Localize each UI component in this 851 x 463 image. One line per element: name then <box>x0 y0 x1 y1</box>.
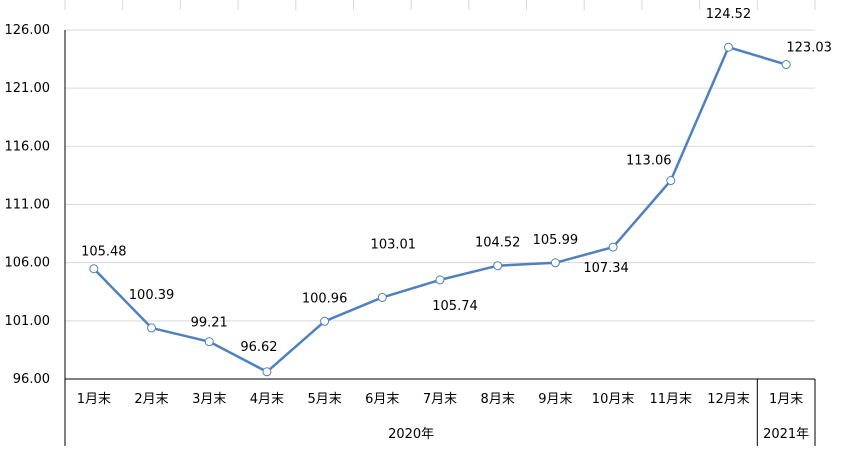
data-label: 103.01 <box>371 237 417 252</box>
y-tick-label: 126.00 <box>5 23 51 38</box>
data-label: 100.39 <box>129 288 175 303</box>
data-point <box>666 176 676 186</box>
data-label: 105.48 <box>81 245 127 260</box>
data-point <box>147 323 157 333</box>
data-label: 105.74 <box>432 299 478 314</box>
y-tick-label: 101.00 <box>5 314 51 329</box>
data-label: 124.52 <box>706 7 752 22</box>
data-labels: 105.48 100.39 99.21 96.62 100.96 103.01 105.74… <box>81 7 832 355</box>
x-category-label: 7月末 <box>423 392 457 407</box>
x-category-label: 10月末 <box>592 392 635 407</box>
data-point <box>435 275 445 285</box>
data-point <box>608 242 618 252</box>
x-axis-groups: 2020年 2021年 <box>388 427 809 442</box>
x-axis-categories: 1月末 2月末 3月末 4月末 5月末 6月末 7月末 8月末 9月末 10月末 11月末 12月末 1… <box>77 392 804 407</box>
y-tick-label: 106.00 <box>5 256 51 271</box>
data-label: 113.06 <box>626 154 672 169</box>
x-category-label: 11月末 <box>649 392 692 407</box>
y-tick-label: 96.00 <box>13 372 50 387</box>
x-category-label: 5月末 <box>307 392 341 407</box>
data-point <box>320 316 330 326</box>
data-label: 107.34 <box>583 261 629 276</box>
x-category-label: 12月末 <box>707 392 750 407</box>
x-category-label: 6月末 <box>365 392 399 407</box>
x-category-label: 1月末 <box>77 392 111 407</box>
data-point <box>550 258 560 268</box>
data-points <box>89 42 791 377</box>
x-category-label: 9月末 <box>538 392 572 407</box>
x-group-label: 2020年 <box>388 427 434 442</box>
data-point <box>204 337 214 347</box>
data-point <box>493 261 503 271</box>
x-category-label: 1月末 <box>769 392 803 407</box>
x-group-label: 2021年 <box>763 427 809 442</box>
data-point <box>723 42 733 52</box>
x-category-label: 4月末 <box>250 392 284 407</box>
y-tick-label: 121.00 <box>5 81 51 96</box>
data-label: 105.99 <box>533 233 579 248</box>
y-tick-label: 116.00 <box>5 139 51 154</box>
data-point <box>89 264 99 274</box>
x-category-label: 2月末 <box>134 392 168 407</box>
gridlines <box>64 0 816 322</box>
y-tick-label: 111.00 <box>5 198 51 213</box>
y-axis-ticks: 96.00 101.00 106.00 111.00 116.00 121.00 126.0… <box>5 23 51 387</box>
data-point <box>781 60 791 70</box>
data-point <box>262 367 272 377</box>
x-category-label: 8月末 <box>481 392 515 407</box>
data-label: 99.21 <box>191 316 228 331</box>
data-label: 100.96 <box>302 291 348 306</box>
axes <box>64 30 816 446</box>
data-label: 104.52 <box>475 236 521 251</box>
data-label: 96.62 <box>240 340 277 355</box>
data-label: 123.03 <box>786 41 832 56</box>
x-category-label: 3月末 <box>192 392 226 407</box>
data-point <box>377 292 387 302</box>
